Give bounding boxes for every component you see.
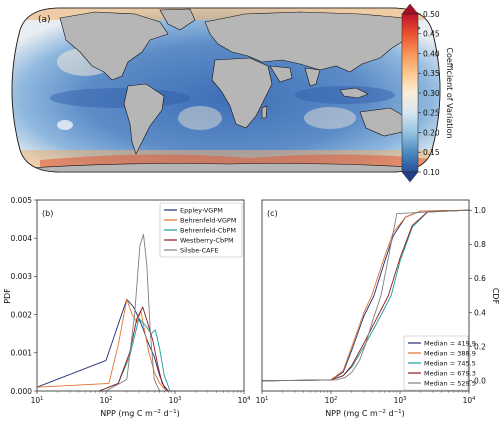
colorbar-tick-label: 0.10 xyxy=(423,168,440,177)
colorbar-tick-label: 0.45 xyxy=(423,30,440,39)
y-tick-label: 0.4 xyxy=(474,308,486,317)
colorbar-tick-label: 0.25 xyxy=(423,109,440,118)
x-tick-label: 102 xyxy=(100,396,113,405)
cdf-chart: 101 102 103 104 0.0 0.2 0.4 0.6 0.8 1.0 (c) CDF N… xyxy=(256,199,500,418)
cdf-chart-xlabel: NPP (mg C m−2 d−1) xyxy=(325,409,405,418)
pdf-chart-axes: 101 102 103 104 0.000 0.001 0.002 0.003 0.004 0.0… xyxy=(11,196,251,405)
y-tick-label: 0.004 xyxy=(11,234,33,243)
indonesia xyxy=(339,87,369,99)
series-line xyxy=(36,298,167,392)
colorbar-tick-label: 0.35 xyxy=(423,69,440,78)
panel-label-a: (a) xyxy=(38,15,51,25)
legend-entry: Median = 419.9 xyxy=(424,339,476,347)
y-tick-label: 0.6 xyxy=(474,274,486,283)
colorbar: 0.50 0.45 0.40 0.35 0.30 0.25 0.20 0.15 0.10 Coe… xyxy=(401,3,454,183)
pdf-chart-frame xyxy=(36,199,245,392)
y-tick-label: 0.001 xyxy=(11,349,33,358)
india xyxy=(304,67,321,87)
panel-label-c: (c) xyxy=(267,209,278,218)
pdf-chart-xlabel: NPP (mg C m−2 d−1) xyxy=(100,409,180,418)
land-masses xyxy=(29,8,431,172)
cdf-chart-legend: Median = 419.9 Median = 388.9 Median = 745… xyxy=(403,335,476,391)
y-tick-label: 1.0 xyxy=(474,206,486,215)
pdf-chart-legend: Eppley-VGPM Behrenfeld-VGPM Behrenfeld-CbP… xyxy=(159,202,243,258)
colorbar-bar xyxy=(401,13,419,173)
series-line xyxy=(261,209,470,382)
cdf-chart-ylabel: CDF xyxy=(491,288,500,305)
colorbar-tick-label: 0.40 xyxy=(423,49,440,58)
pdf-chart: 101 102 103 104 0.000 0.001 0.002 0.003 0.004 0.0… xyxy=(3,196,250,418)
pdf-chart-series xyxy=(36,233,171,392)
arabia xyxy=(269,65,293,83)
greenland xyxy=(159,8,196,31)
series-line xyxy=(36,298,169,392)
legend-entry: Westberry-CbPM xyxy=(180,236,234,244)
x-tick-label: 104 xyxy=(463,396,476,405)
madagascar xyxy=(261,105,268,119)
x-tick-label: 103 xyxy=(394,396,407,405)
colorbar-bottom-triangle xyxy=(401,171,419,183)
series-line xyxy=(261,209,470,382)
y-tick-label: 0.003 xyxy=(11,272,33,281)
y-tick-label: 0.005 xyxy=(11,196,33,205)
series-line xyxy=(105,233,161,392)
y-tick-label: 0.8 xyxy=(474,240,486,249)
cdf-chart-series xyxy=(261,209,470,382)
legend-entry: Silsbe-CAFE xyxy=(180,246,218,254)
legend-box xyxy=(403,335,469,391)
legend-entry: Behrenfeld-VGPM xyxy=(180,216,236,224)
y-tick-label: 0.0 xyxy=(474,377,486,386)
y-tick-label: 0.000 xyxy=(11,387,33,396)
eurasia xyxy=(204,11,421,73)
x-tick-label: 103 xyxy=(169,396,182,405)
colorbar-label: Coefficient of Variation xyxy=(445,47,454,138)
colorbar-tick-label: 0.50 xyxy=(423,10,440,19)
panel-label-b: (b) xyxy=(42,209,53,218)
series-line xyxy=(99,306,169,392)
legend-entry: Median = 679.3 xyxy=(424,369,476,377)
series-line xyxy=(99,317,171,392)
colorbar-ticks: 0.50 0.45 0.40 0.35 0.30 0.25 0.20 0.15 0.10 xyxy=(418,10,440,177)
colorbar-tick-label: 0.30 xyxy=(423,89,440,98)
series-line xyxy=(261,209,470,382)
legend-entry: Median = 529.5 xyxy=(424,379,476,387)
x-tick-label: 101 xyxy=(256,396,269,405)
north-america xyxy=(59,11,169,81)
colorbar-tick-label: 0.20 xyxy=(423,128,440,137)
y-tick-label: 0.002 xyxy=(11,310,33,319)
pdf-chart-ylabel: PDF xyxy=(3,288,12,304)
x-tick-label: 104 xyxy=(238,396,251,405)
legend-entry: Median = 388.9 xyxy=(424,349,476,357)
legend-entry: Median = 745.5 xyxy=(424,359,476,367)
x-tick-label: 102 xyxy=(325,396,338,405)
legend-entry: Behrenfeld-CbPM xyxy=(180,226,236,234)
legend-entry: Eppley-VGPM xyxy=(180,206,223,214)
map-panel: (a) 0.50 0.45 0.40 0.35 0.30 0.25 0.20 0.15 0.10… xyxy=(11,3,454,183)
colorbar-tick-label: 0.15 xyxy=(423,148,440,157)
y-tick-label: 0.2 xyxy=(474,342,486,351)
x-tick-label: 101 xyxy=(31,396,44,405)
legend-box xyxy=(159,202,243,258)
cdf-chart-axes: 101 102 103 104 0.0 0.2 0.4 0.6 0.8 1.0 xyxy=(256,206,487,405)
africa xyxy=(211,57,273,129)
south-america xyxy=(123,83,165,155)
cdf-chart-frame xyxy=(261,199,470,392)
globe-border xyxy=(11,7,441,173)
